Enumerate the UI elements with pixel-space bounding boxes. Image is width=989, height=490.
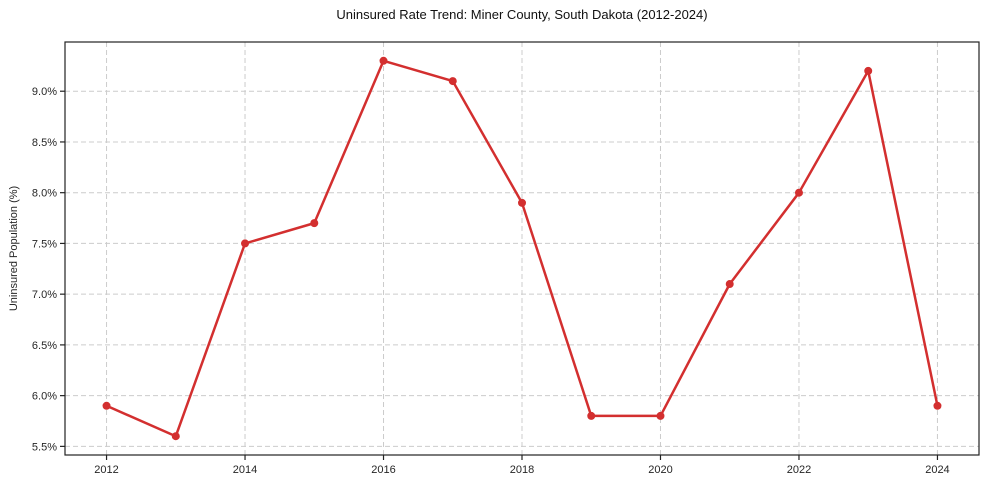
y-tick-label: 6.0% bbox=[32, 391, 57, 403]
x-tick-label: 2018 bbox=[510, 464, 534, 476]
data-point-2014 bbox=[241, 239, 250, 248]
chart-title: Uninsured Rate Trend: Miner County, Sout… bbox=[336, 7, 708, 22]
data-point-2022 bbox=[794, 188, 803, 197]
y-tick-label: 8.0% bbox=[32, 188, 57, 200]
data-point-2017 bbox=[448, 77, 457, 86]
data-point-2012 bbox=[102, 401, 111, 410]
x-tick-label: 2012 bbox=[94, 464, 118, 476]
x-tick-label: 2016 bbox=[371, 464, 395, 476]
data-point-2018 bbox=[518, 198, 526, 207]
x-tick-label: 2024 bbox=[925, 464, 949, 476]
data-point-2019 bbox=[587, 411, 596, 420]
data-point-2015 bbox=[310, 219, 319, 228]
y-axis-label: Uninsured Population (%) bbox=[8, 186, 20, 311]
data-point-2023 bbox=[864, 66, 873, 75]
x-tick-label: 2020 bbox=[648, 464, 672, 476]
y-tick-label: 8.5% bbox=[32, 137, 57, 149]
y-tick-label: 9.0% bbox=[32, 86, 57, 98]
x-tick-label: 2022 bbox=[787, 464, 811, 476]
data-point-2021 bbox=[725, 280, 734, 289]
y-tick-label: 5.5% bbox=[32, 441, 57, 453]
y-tick-label: 6.5% bbox=[32, 340, 57, 352]
y-tick-label: 7.5% bbox=[32, 238, 57, 250]
data-point-2024 bbox=[933, 401, 942, 410]
y-tick-label: 7.0% bbox=[32, 289, 57, 301]
data-point-2016 bbox=[379, 56, 388, 65]
x-tick-label: 2014 bbox=[233, 464, 257, 476]
data-point-2013 bbox=[171, 432, 180, 441]
data-point-2020 bbox=[656, 411, 665, 420]
plot-border bbox=[64, 41, 980, 456]
